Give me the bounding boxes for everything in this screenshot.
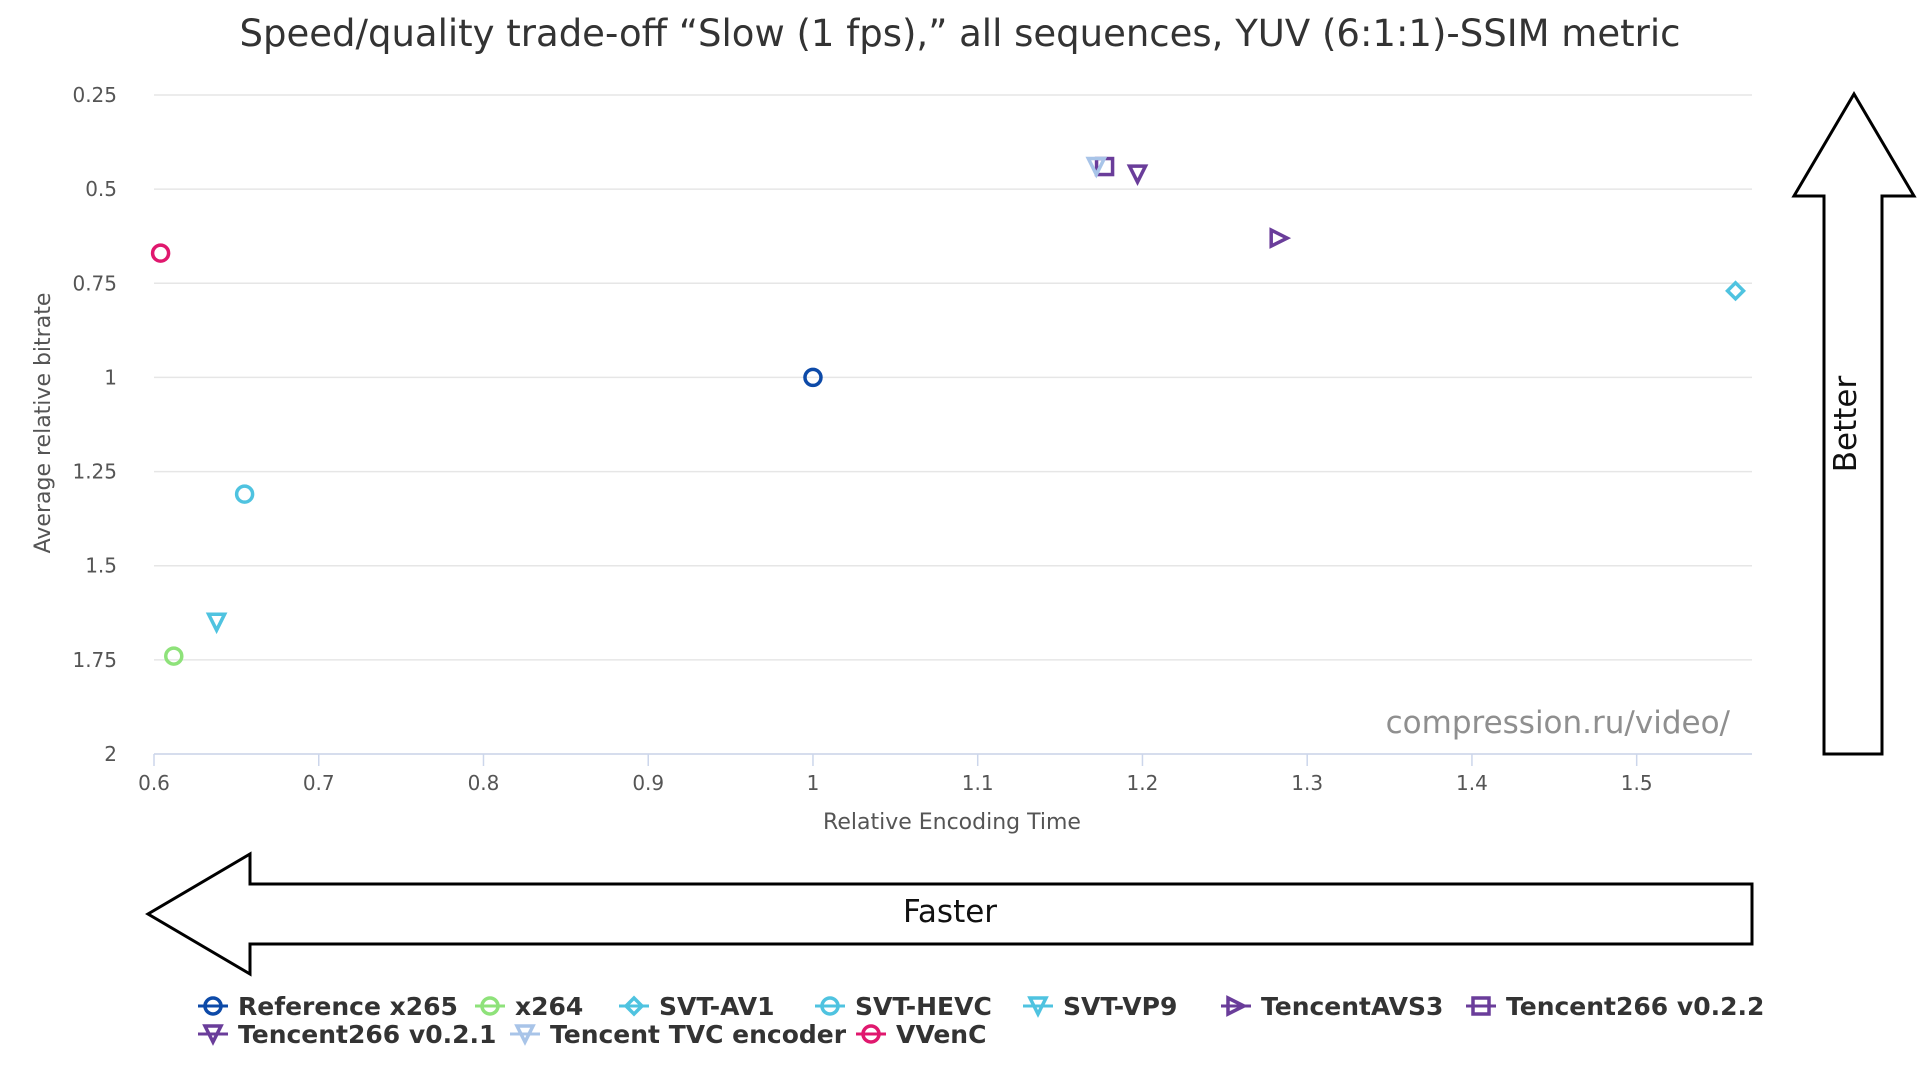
y-tick-label: 1.25 [72,460,117,484]
faster-arrow: Faster [145,851,1754,977]
legend-marker [202,1024,224,1046]
legend-item-x264[interactable]: x264 [475,992,583,1021]
legend-marker [1027,996,1049,1018]
better-arrow: Better [1791,91,1917,756]
legend-label: Tencent TVC encoder [550,1020,847,1049]
legend-item-svt-hevc[interactable]: SVT-HEVC [815,992,992,1021]
y-tick-label: 0.75 [72,271,117,295]
x-axis-label: Relative Encoding Time [823,810,1081,835]
x-tick-label: 0.7 [303,771,335,795]
legend-label: SVT-HEVC [855,992,992,1021]
x-tick-label: 0.8 [468,771,500,795]
legend-marker [1226,995,1248,1017]
faster-arrow-shape [145,851,1754,977]
legend-item-tencent266-v0-2-1[interactable]: Tencent266 v0.2.1 [198,1020,496,1049]
x-axis-ticks: 0.6 0.7 0.8 0.9 1 1.1 1.2 1.3 1.4 1.5 [138,754,1653,795]
y-axis-ticks: 0.25 0.5 0.75 1 1.25 1.5 1.75 2 [72,83,117,766]
y-tick-label: 2 [104,742,117,766]
legend-item-tencent266-v0-2-2[interactable]: Tencent266 v0.2.2 [1466,992,1764,1021]
point-vvenc [150,243,171,263]
point-tencentavs3 [1269,227,1292,249]
x-tick-label: 1.1 [962,771,994,795]
chart-title: Speed/quality trade-off “Slow (1 fps),” … [240,12,1681,55]
y-axis-label: Average relative bitrate [31,293,56,554]
point-svt-vp9 [205,612,228,635]
legend-label: Reference x265 [238,992,458,1021]
legend-marker [861,1024,881,1044]
legend: Reference x265 x264 SVT-AV1 SVT-HEVC SVT-VP9… [198,992,1764,1049]
legend-item-svt-av1[interactable]: SVT-AV1 [619,992,775,1021]
legend-marker [1471,996,1491,1016]
x-tick-label: 1.2 [1127,771,1159,795]
legend-label: Tencent266 v0.2.2 [1506,992,1764,1021]
legend-item-reference-x265[interactable]: Reference x265 [198,992,458,1021]
legend-label: SVT-VP9 [1063,992,1177,1021]
y-tick-label: 0.25 [72,83,117,107]
data-points [150,156,1747,666]
legend-item-tencentavs3[interactable]: TencentAVS3 [1221,992,1443,1021]
legend-item-svt-vp9[interactable]: SVT-VP9 [1023,992,1177,1021]
legend-marker [820,996,840,1016]
y-tick-label: 1 [104,365,117,389]
point-x264 [164,646,184,666]
legend-marker [203,996,223,1016]
x-tick-label: 0.6 [138,771,170,795]
legend-label: TencentAVS3 [1261,992,1443,1021]
legend-marker [480,996,500,1016]
y-tick-label: 1.5 [85,554,117,578]
legend-label: x264 [515,992,583,1021]
point-tencent266-v0-2-1 [1126,164,1149,186]
faster-arrow-label: Faster [903,894,997,930]
point-tencent-tvc-encoder [1085,156,1108,179]
watermark: compression.ru/video/ [1386,705,1731,741]
y-tick-label: 1.75 [72,648,117,672]
legend-label: SVT-AV1 [659,992,775,1021]
point-svt-hevc [234,484,255,504]
y-tick-label: 0.5 [85,177,117,201]
legend-item-vvenc[interactable]: VVenC [856,1020,986,1049]
legend-item-tencent-tvc-encoder[interactable]: Tencent TVC encoder [510,1020,847,1049]
point-svt-av1 [1725,280,1747,302]
x-tick-label: 1.5 [1621,771,1653,795]
x-tick-label: 1.4 [1456,771,1488,795]
grid-lines [154,94,1752,755]
point-reference-x265 [803,367,823,388]
x-tick-label: 0.9 [632,771,664,795]
legend-label: Tencent266 v0.2.1 [238,1020,496,1049]
better-arrow-label: Better [1828,376,1864,473]
legend-marker [514,1024,536,1046]
legend-label: VVenC [896,1020,986,1049]
x-tick-label: 1.3 [1291,771,1323,795]
x-tick-label: 1 [807,771,820,795]
legend-marker [623,995,645,1017]
better-arrow-shape [1791,91,1917,756]
